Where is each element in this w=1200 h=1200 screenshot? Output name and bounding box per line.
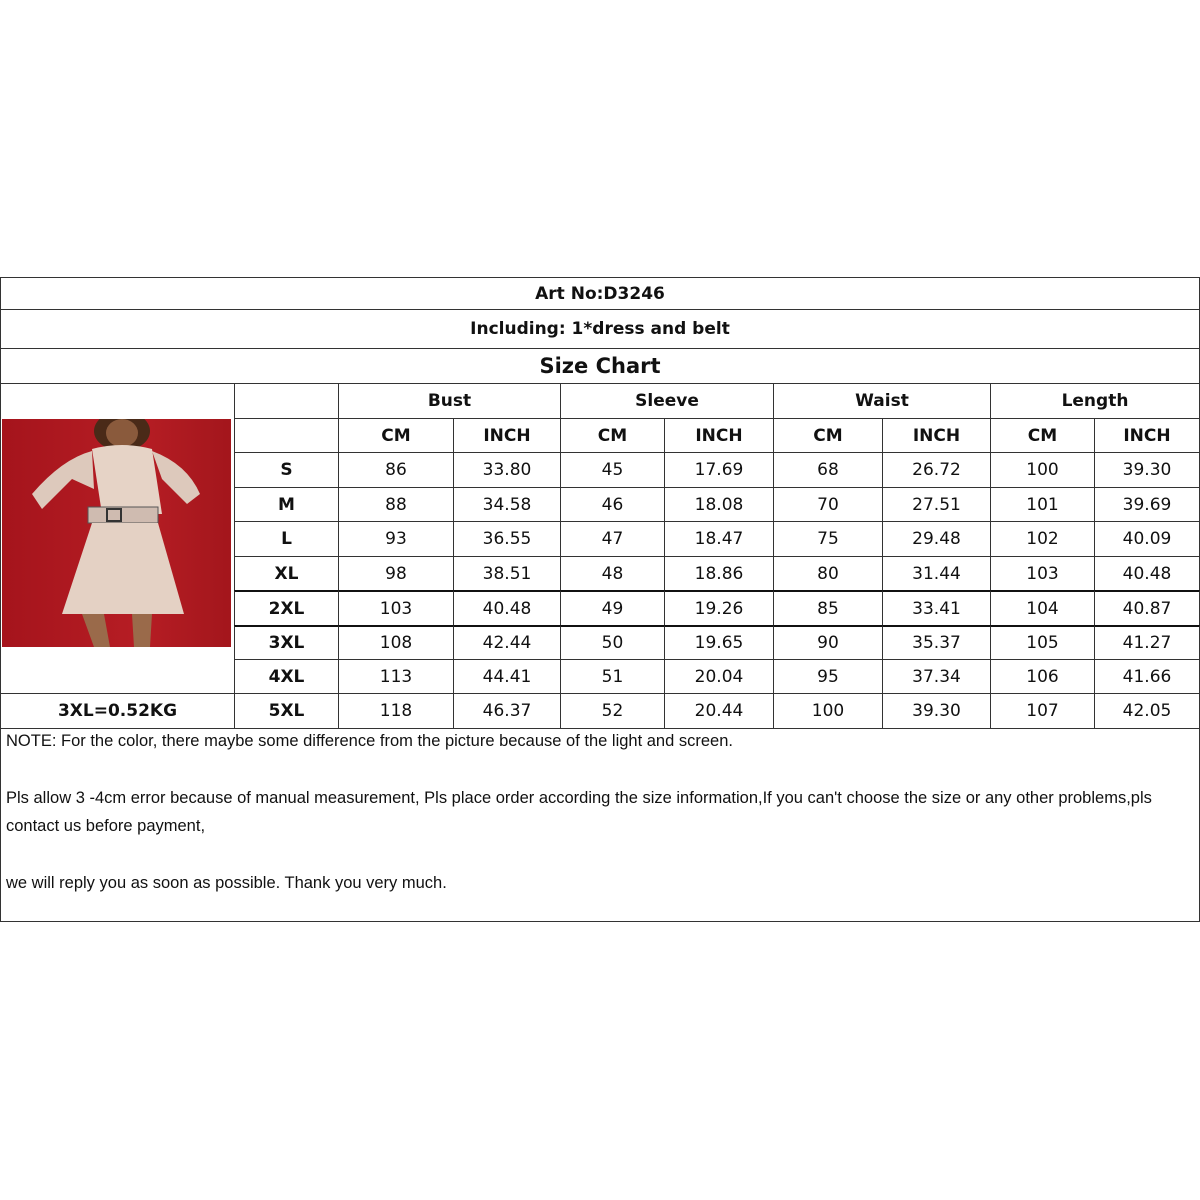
measurement-cell: 40.48 [453, 590, 561, 626]
measurement-cell: 100 [990, 452, 1095, 488]
unit-header: INCH [453, 418, 561, 453]
unit-header: INCH [882, 418, 991, 453]
measurement-cell: 108 [338, 625, 454, 660]
size-label: 4XL [234, 659, 339, 694]
measurement-cell: 86 [338, 452, 454, 488]
note-paragraph: Pls allow 3 -4cm error because of manual… [6, 789, 1152, 835]
measurement-cell: 104 [990, 590, 1095, 626]
measurement-cell: 107 [990, 693, 1095, 729]
size-label: M [234, 487, 339, 522]
note-paragraph: NOTE: For the color, there maybe some di… [6, 732, 733, 750]
measurement-cell: 118 [338, 693, 454, 729]
measurement-cell: 39.30 [882, 693, 991, 729]
measurement-cell: 93 [338, 521, 454, 557]
measurement-cell: 42.44 [453, 625, 561, 660]
measurement-cell: 39.30 [1094, 452, 1200, 488]
measurement-cell: 19.26 [664, 590, 774, 626]
measurement-cell: 51 [560, 659, 665, 694]
unit-header: INCH [664, 418, 774, 453]
measurement-cell: 20.44 [664, 693, 774, 729]
measurement-cell: 46 [560, 487, 665, 522]
unit-header: CM [773, 418, 883, 453]
measurement-cell: 18.47 [664, 521, 774, 557]
product-photo [2, 419, 231, 647]
size-header-blank [234, 418, 339, 453]
chart-title: Size Chart [0, 348, 1200, 384]
measurement-cell: 68 [773, 452, 883, 488]
measurement-cell: 106 [990, 659, 1095, 694]
unit-header: CM [990, 418, 1095, 453]
measurement-cell: 50 [560, 625, 665, 660]
measurement-cell: 75 [773, 521, 883, 557]
package-contents: Including: 1*dress and belt [0, 309, 1200, 349]
measurement-cell: 105 [990, 625, 1095, 660]
measurement-cell: 38.51 [453, 556, 561, 591]
measurement-cell: 33.80 [453, 452, 561, 488]
measurement-cell: 31.44 [882, 556, 991, 591]
measurement-cell: 44.41 [453, 659, 561, 694]
group-header-bust: Bust [338, 383, 561, 419]
size-label: S [234, 452, 339, 488]
size-label: 2XL [234, 590, 339, 626]
measurement-cell: 35.37 [882, 625, 991, 660]
measurement-cell: 95 [773, 659, 883, 694]
measurement-cell: 17.69 [664, 452, 774, 488]
measurement-cell: 102 [990, 521, 1095, 557]
art-number: Art No:D3246 [0, 277, 1200, 310]
measurement-cell: 33.41 [882, 590, 991, 626]
note-paragraph: we will reply you as soon as possible. T… [6, 874, 447, 892]
size-label: 5XL [234, 693, 339, 729]
group-header-length: Length [990, 383, 1200, 419]
measurement-cell: 85 [773, 590, 883, 626]
measurement-cell: 20.04 [664, 659, 774, 694]
measurement-cell: 101 [990, 487, 1095, 522]
size-label: 3XL [234, 625, 339, 660]
unit-header: CM [338, 418, 454, 453]
measurement-cell: 40.87 [1094, 590, 1200, 626]
measurement-cell: 41.66 [1094, 659, 1200, 694]
measurement-cell: 39.69 [1094, 487, 1200, 522]
group-header-waist: Waist [773, 383, 991, 419]
measurement-cell: 47 [560, 521, 665, 557]
unit-header: INCH [1094, 418, 1200, 453]
measurement-cell: 34.58 [453, 487, 561, 522]
group-header-sleeve: Sleeve [560, 383, 774, 419]
size-label: XL [234, 556, 339, 591]
weight-note: 3XL=0.52KG [0, 693, 235, 729]
measurement-cell: 100 [773, 693, 883, 729]
measurement-cell: 103 [990, 556, 1095, 591]
measurement-cell: 18.86 [664, 556, 774, 591]
measurement-cell: 40.09 [1094, 521, 1200, 557]
measurement-cell: 98 [338, 556, 454, 591]
unit-header: CM [560, 418, 665, 453]
measurement-cell: 48 [560, 556, 665, 591]
measurement-cell: 29.48 [882, 521, 991, 557]
measurement-cell: 27.51 [882, 487, 991, 522]
measurement-cell: 88 [338, 487, 454, 522]
measurement-cell: 70 [773, 487, 883, 522]
measurement-cell: 42.05 [1094, 693, 1200, 729]
measurement-cell: 37.34 [882, 659, 991, 694]
measurement-cell: 19.65 [664, 625, 774, 660]
measurement-cell: 40.48 [1094, 556, 1200, 591]
measurement-cell: 90 [773, 625, 883, 660]
measurement-cell: 103 [338, 590, 454, 626]
size-label: L [234, 521, 339, 557]
size-header-blank [234, 383, 339, 419]
measurement-cell: 26.72 [882, 452, 991, 488]
measurement-cell: 80 [773, 556, 883, 591]
measurement-cell: 41.27 [1094, 625, 1200, 660]
measurement-cell: 113 [338, 659, 454, 694]
measurement-cell: 52 [560, 693, 665, 729]
measurement-cell: 18.08 [664, 487, 774, 522]
measurement-cell: 45 [560, 452, 665, 488]
measurement-cell: 46.37 [453, 693, 561, 729]
measurement-cell: 49 [560, 590, 665, 626]
notes-border [0, 728, 1200, 922]
measurement-cell: 36.55 [453, 521, 561, 557]
